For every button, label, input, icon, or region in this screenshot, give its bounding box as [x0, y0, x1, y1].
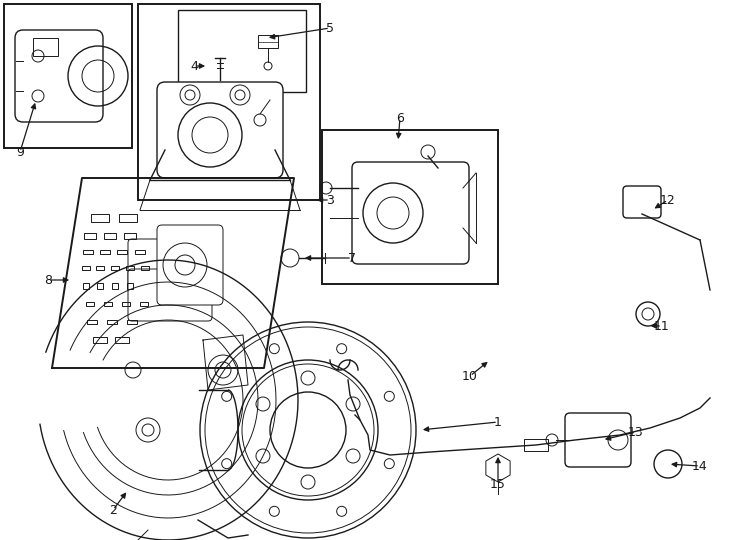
Bar [524, 439, 548, 451]
Text: 1: 1 [494, 415, 502, 429]
Bar [86, 302, 94, 306]
Bar [258, 35, 278, 48]
Bar [104, 302, 112, 306]
Text: 3: 3 [326, 193, 334, 206]
Text: 15: 15 [490, 477, 506, 490]
Bar [138, 4, 320, 200]
Bar [104, 233, 116, 239]
Text: 2: 2 [109, 503, 117, 516]
Bar [84, 233, 96, 239]
Bar [140, 302, 148, 306]
Bar [107, 320, 117, 324]
Bar [111, 266, 119, 270]
Bar [178, 10, 306, 92]
Text: 6: 6 [396, 111, 404, 125]
Bar [135, 250, 145, 254]
Bar [33, 38, 58, 56]
Bar [127, 283, 133, 289]
FancyBboxPatch shape [157, 225, 223, 305]
Bar [100, 250, 110, 254]
Text: 12: 12 [660, 193, 676, 206]
Bar [117, 250, 127, 254]
Bar [96, 266, 104, 270]
Text: 10: 10 [462, 369, 478, 382]
FancyBboxPatch shape [565, 413, 631, 467]
FancyBboxPatch shape [623, 186, 661, 218]
Text: 14: 14 [692, 460, 708, 472]
FancyBboxPatch shape [157, 82, 283, 178]
Text: 9: 9 [16, 145, 24, 159]
Text: 5: 5 [326, 22, 334, 35]
FancyBboxPatch shape [128, 239, 212, 291]
Bar [4, 4, 132, 148]
Bar [119, 214, 137, 222]
Bar [91, 214, 109, 222]
Bar [97, 283, 103, 289]
FancyBboxPatch shape [352, 162, 469, 264]
Bar [82, 266, 90, 270]
Bar [83, 283, 89, 289]
Bar [127, 320, 137, 324]
Bar [115, 337, 129, 343]
Bar [124, 233, 136, 239]
FancyBboxPatch shape [128, 269, 212, 321]
FancyBboxPatch shape [15, 30, 103, 122]
Text: 13: 13 [628, 426, 644, 438]
Text: 11: 11 [654, 320, 670, 333]
Bar [93, 337, 107, 343]
Bar [141, 266, 149, 270]
Text: 8: 8 [44, 273, 52, 287]
Bar [322, 130, 498, 284]
Text: 4: 4 [190, 59, 198, 72]
Bar [83, 250, 93, 254]
Bar [122, 302, 130, 306]
Text: 7: 7 [348, 252, 356, 265]
Bar [112, 283, 118, 289]
Bar [87, 320, 97, 324]
Bar [126, 266, 134, 270]
